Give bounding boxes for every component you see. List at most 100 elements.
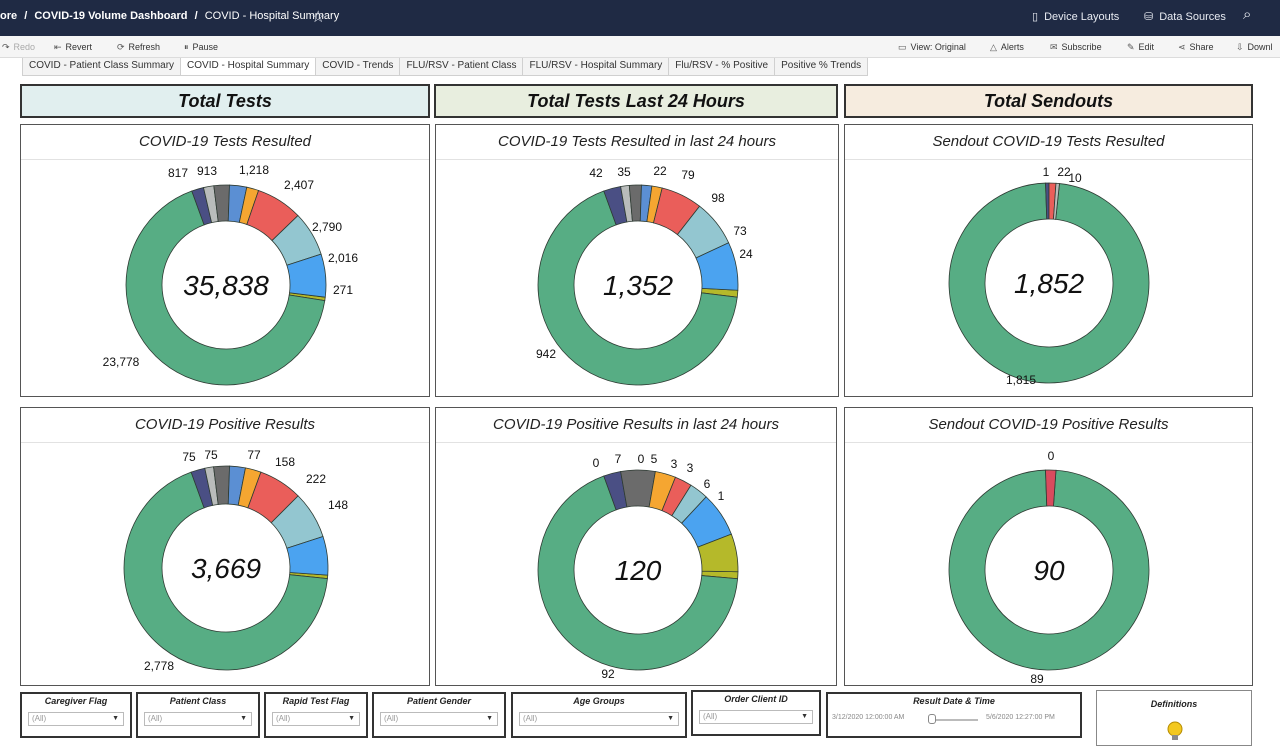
- caregiver-flag-filter: Caregiver Flag (All) ▼: [20, 692, 132, 738]
- chart-title: Sendout COVID-19 Positive Results: [928, 416, 1169, 433]
- chart-title: COVID-19 Tests Resulted in last 24 hours: [498, 133, 776, 150]
- divider: [21, 159, 429, 160]
- refresh-button[interactable]: ⟳ Refresh: [117, 42, 160, 53]
- favorite-star-icon[interactable]: ☆: [311, 9, 326, 26]
- slice-label: 1,218: [239, 163, 269, 177]
- divider: [436, 159, 838, 160]
- dropdown-arrow-icon: ▼: [240, 715, 247, 722]
- age-groups-select[interactable]: (All) ▼: [519, 712, 679, 726]
- revert-button[interactable]: ⇤ Revert: [54, 42, 92, 53]
- donut-slice[interactable]: [286, 535, 329, 576]
- tests-resulted-24h-donut[interactable]: 942 42 35 22 79 98 73 24 1,352: [436, 125, 840, 398]
- top-bar: ore / COVID-19 Volume Dashboard / COVID …: [0, 0, 1280, 36]
- download-label: Downl: [1247, 42, 1273, 52]
- patient-class-select[interactable]: (All) ▼: [144, 712, 252, 726]
- tab-flu-rsv-hospital-summary[interactable]: FLU/RSV - Hospital Summary: [522, 58, 670, 76]
- share-button[interactable]: ⋖ Share: [1178, 42, 1214, 53]
- order-client-id-select[interactable]: (All) ▼: [699, 710, 813, 724]
- slice-label: 92: [601, 667, 615, 681]
- slice-label: 0: [593, 456, 600, 470]
- device-layouts-button[interactable]: ▯ Device Layouts: [1032, 10, 1119, 23]
- alerts-button[interactable]: △ Alerts: [990, 42, 1024, 53]
- age-groups-filter: Age Groups (All) ▼: [511, 692, 687, 738]
- slice-label: 75: [182, 450, 196, 464]
- donut-slice[interactable]: [695, 242, 739, 291]
- donut-slice[interactable]: [537, 475, 739, 671]
- dropdown-arrow-icon: ▼: [348, 715, 355, 722]
- last-24-hours-header: Total Tests Last 24 Hours: [434, 84, 838, 118]
- slice-label: 2,016: [328, 251, 358, 265]
- slice-label: 73: [733, 224, 747, 238]
- slice-label: 222: [306, 472, 326, 486]
- date-slider-handle[interactable]: [928, 714, 936, 724]
- slice-label: 2,778: [144, 659, 174, 673]
- donut-slice[interactable]: [697, 533, 739, 573]
- tab-flu-rsv-positive[interactable]: Flu/RSV - % Positive: [668, 58, 776, 76]
- slice-label: 35: [617, 165, 631, 179]
- tab-hospital-summary[interactable]: COVID - Hospital Summary: [180, 58, 317, 76]
- total-sendouts-header: Total Sendouts: [844, 84, 1253, 118]
- donut-slice[interactable]: [948, 469, 1150, 671]
- sendout-positive-donut[interactable]: 89 0 90: [845, 408, 1254, 687]
- breadcrumb-item[interactable]: COVID-19 Volume Dashboard: [34, 10, 188, 22]
- slice-label: 24: [739, 247, 753, 261]
- definitions-label: Definitions: [1150, 699, 1198, 709]
- rapid-test-flag-select[interactable]: (All) ▼: [272, 712, 360, 726]
- slice-label: 1: [718, 489, 725, 503]
- download-button[interactable]: ⇩ Downl: [1236, 42, 1273, 53]
- search-icon[interactable]: ⌕: [1243, 6, 1252, 23]
- donut-slice[interactable]: [1053, 182, 1060, 220]
- date-slider-track[interactable]: [932, 719, 978, 721]
- edit-button[interactable]: ✎ Edit: [1127, 42, 1154, 53]
- donut-slice[interactable]: [286, 253, 327, 298]
- patient-gender-select[interactable]: (All) ▼: [380, 712, 498, 726]
- breadcrumb-current: COVID - Hospital Summary: [204, 10, 340, 22]
- definitions-box[interactable]: Definitions: [1096, 690, 1252, 746]
- tab-flu-rsv-patient-class[interactable]: FLU/RSV - Patient Class: [399, 58, 524, 76]
- breadcrumb-item[interactable]: ore: [0, 10, 18, 22]
- donut-slice[interactable]: [125, 190, 326, 386]
- share-label: Share: [1189, 42, 1214, 52]
- divider: [21, 442, 429, 443]
- tab-positive-trends[interactable]: Positive % Trends: [774, 58, 869, 76]
- tab-covid-trends[interactable]: COVID - Trends: [315, 58, 401, 76]
- filter-value: (All): [703, 712, 718, 721]
- sendout-tests-panel: Sendout COVID-19 Tests Resulted 1,815 1 22…: [844, 124, 1253, 397]
- patient-gender-filter: Patient Gender (All) ▼: [372, 692, 506, 738]
- pause-label: Pause: [192, 42, 219, 52]
- positive-results-24h-panel: COVID-19 Positive Results in last 24 hou…: [435, 407, 837, 686]
- divider: [436, 442, 836, 443]
- filter-value: (All): [276, 714, 291, 723]
- caregiver-flag-select[interactable]: (All) ▼: [28, 712, 124, 726]
- donut-slice[interactable]: [537, 190, 738, 386]
- pause-button[interactable]: ⏸ Pause: [184, 42, 218, 53]
- donut-slice[interactable]: [1045, 469, 1057, 507]
- slice-label: 7: [615, 452, 622, 466]
- redo-button[interactable]: ↷ Redo: [2, 42, 35, 53]
- donut-slice[interactable]: [948, 182, 1150, 384]
- slice-label: 0: [638, 452, 645, 466]
- donut-slice[interactable]: [123, 471, 328, 671]
- view-original-button[interactable]: ▭ View: Original: [898, 42, 966, 53]
- filter-label: Caregiver Flag: [44, 696, 108, 706]
- slice-label: 75: [204, 448, 218, 462]
- pencil-icon: ✎: [1127, 42, 1135, 52]
- data-sources-button[interactable]: ⛁ Data Sources: [1144, 10, 1226, 23]
- refresh-label: Refresh: [128, 42, 161, 52]
- tab-patient-class-summary[interactable]: COVID - Patient Class Summary: [22, 58, 182, 76]
- breadcrumb-separator: /: [194, 10, 198, 22]
- subscribe-button[interactable]: ✉ Subscribe: [1050, 42, 1102, 53]
- filter-label: Result Date & Time: [913, 696, 995, 706]
- share-icon: ⋖: [1178, 42, 1186, 52]
- slice-label: 271: [333, 283, 353, 297]
- tests-resulted-donut[interactable]: 23,778 817 913 1,218 2,407 2,790 2,016 271 35,83…: [21, 125, 431, 398]
- device-layouts-label: Device Layouts: [1044, 11, 1120, 23]
- slice-label: 42: [589, 166, 603, 180]
- slice-label: 2,407: [284, 178, 314, 192]
- redo-label: Redo: [13, 42, 36, 52]
- chart-title: COVID-19 Tests Resulted: [138, 133, 312, 150]
- slice-label: 817: [168, 166, 188, 180]
